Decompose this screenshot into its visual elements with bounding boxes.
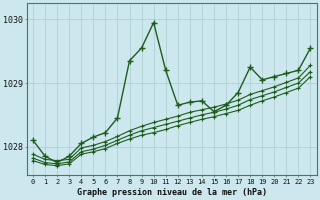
X-axis label: Graphe pression niveau de la mer (hPa): Graphe pression niveau de la mer (hPa) bbox=[77, 188, 267, 197]
